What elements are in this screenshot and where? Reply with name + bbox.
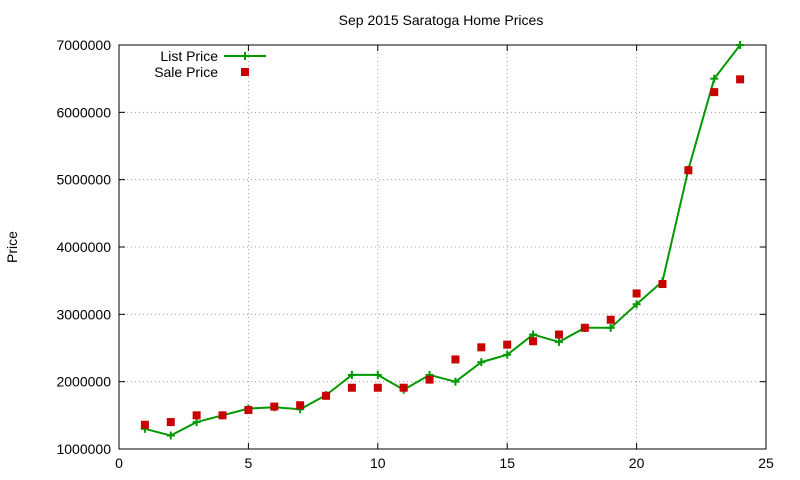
sale-price-point [451,355,460,364]
y-tick-label: 1000000 [56,441,111,457]
list-price-point [632,300,641,309]
sale-price-point [322,391,331,400]
series-0 [140,41,745,440]
series [140,41,745,440]
list-price-point [503,350,512,359]
sale-price-point [632,289,641,298]
list-price-point [373,370,382,379]
sale-price-point [218,411,227,420]
sale-price-point [477,343,486,352]
x-tick-label: 10 [370,455,386,471]
y-tick-label: 7000000 [56,37,111,53]
x-tick-label: 0 [115,455,123,471]
sale-price-point [244,405,253,414]
list-price-point [347,370,356,379]
legend-label: Sale Price [154,64,218,80]
sale-price-point [425,375,434,384]
x-tick-label: 25 [758,455,774,471]
list-price-point [736,41,745,49]
legend-marker [241,52,249,60]
list-price-point [529,330,538,339]
list-price-point [166,431,175,440]
list-price-line [144,44,741,437]
sale-price-point [606,315,615,324]
sale-price-point [554,330,563,339]
y-axis-title: Price [4,231,20,263]
sale-price-point [710,88,719,97]
x-tick-label: 5 [245,455,253,471]
sale-price-point [192,411,201,420]
y-tick-label: 4000000 [56,239,111,255]
chart-title: Sep 2015 Saratoga Home Prices [339,12,544,28]
axes: 0 5 10 15 20 25 1000000 2000000 3000000 4000000 50… [56,37,774,471]
grid-lines [119,45,766,449]
sale-price-point [503,340,512,349]
sale-price-point [347,383,356,392]
list-price-point [192,418,201,427]
legend-label: List Price [160,48,218,64]
list-price-point [710,74,719,83]
sale-price-point [736,75,745,84]
sale-price-point [529,337,538,346]
sale-price-point [580,323,589,332]
sale-price-point [140,420,149,429]
y-tick-label: 2000000 [56,374,111,390]
sale-price-point [296,401,305,410]
y-tick-label: 5000000 [56,172,111,188]
sale-price-point [373,383,382,392]
sale-price-point [270,402,279,411]
legend-marker [241,68,249,76]
x-tick-label: 20 [629,455,645,471]
sale-price-point [166,418,175,427]
sale-price-point [658,280,667,289]
y-tick-label: 6000000 [56,104,111,120]
list-price-point [451,377,460,386]
sale-price-point [684,166,693,175]
plot-border [118,44,767,450]
list-price-point [606,323,615,332]
list-price-point [554,337,563,346]
list-price-point [477,358,486,367]
sale-price-point [399,383,408,392]
y-tick-label: 3000000 [56,306,111,322]
x-tick-label: 15 [499,455,515,471]
series-1 [140,75,745,429]
